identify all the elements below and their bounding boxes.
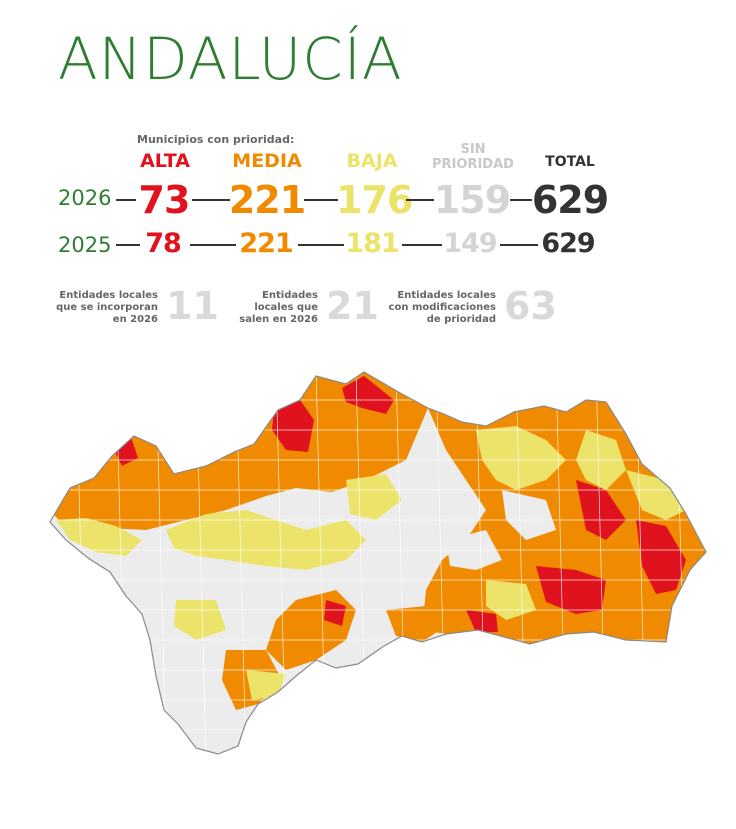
row-2026-dash — [510, 199, 532, 201]
map-region-alta-alpujarras — [536, 566, 606, 614]
entities-modified-line2: con modificaciones — [388, 302, 496, 313]
entities-leaving-value: 21 — [326, 284, 379, 328]
row-2025-sin: 149 — [443, 228, 497, 259]
entities-incorporated-line2: que se incorporan — [56, 302, 158, 313]
row-2025-dash — [116, 244, 140, 246]
map-region-sin-campina-cordoba — [376, 520, 438, 566]
row-2026-dash — [116, 199, 136, 201]
row-2026-dash — [304, 199, 338, 201]
row-2025-dash — [298, 244, 344, 246]
entities-modified-value: 63 — [504, 284, 557, 328]
year-2026-label: 2026 — [58, 186, 112, 210]
map-region-media-north-west — [50, 372, 428, 540]
map-region-baja-jaen — [476, 426, 566, 490]
entities-modified-line3: de prioridad — [426, 314, 496, 325]
header-sin-line2: PRIORIDAD — [432, 157, 514, 172]
header-sin-prioridad: SIN PRIORIDAD — [425, 143, 521, 171]
row-2026-dash — [192, 199, 230, 201]
entities-incorporated-line3: en 2026 — [112, 314, 158, 325]
entities-modified-label: Entidades locales con modificaciones de … — [380, 290, 496, 326]
row-2026-dash — [406, 199, 434, 201]
row-2025-alta: 78 — [145, 228, 182, 259]
map-region-media-axarquia — [386, 606, 446, 642]
priority-caption: Municipios con prioridad: — [137, 133, 295, 146]
map-region-alta-granada-north — [576, 480, 626, 540]
header-sin-line1: SIN — [460, 142, 486, 157]
entities-incorporated-value: 11 — [166, 284, 219, 328]
row-2025-baja: 181 — [345, 228, 399, 259]
entities-incorporated-label: Entidades locales que se incorporan en 2… — [52, 290, 158, 326]
row-2026-alta: 73 — [138, 178, 191, 222]
map-region-baja-campo-gibraltar — [246, 670, 286, 700]
row-2026-total: 629 — [531, 178, 609, 222]
row-2026-sin: 159 — [433, 178, 511, 222]
map-region-baja-sierra — [166, 510, 366, 570]
map-region-alta-malaga — [324, 600, 346, 626]
map-region-alta-cordoba-ne — [342, 376, 394, 414]
map-region-baja-almeria-north — [626, 470, 686, 520]
entities-leaving-line2: locales que — [254, 302, 318, 313]
andalucia-priority-map — [49, 371, 707, 755]
andalucia-outline — [49, 371, 707, 755]
row-2026-media: 221 — [228, 178, 306, 222]
entities-incorporated-line1: Entidades locales — [59, 290, 158, 301]
row-2025-dash — [402, 244, 442, 246]
map-region-sin-jaen — [502, 490, 556, 540]
row-2025-dash — [190, 244, 236, 246]
header-baja: BAJA — [346, 150, 398, 172]
row-2026-baja: 176 — [336, 178, 413, 222]
header-alta: ALTA — [140, 150, 190, 172]
header-media: MEDIA — [232, 150, 302, 172]
map-region-alta-costa-granada — [466, 610, 498, 632]
entities-leaving-label: Entidades locales que salen en 2026 — [232, 290, 318, 326]
entities-leaving-line1: Entidades — [262, 290, 318, 301]
map-region-alta-cordoba-north — [272, 400, 314, 452]
row-2025-dash — [500, 244, 538, 246]
entities-leaving-line3: salen en 2026 — [239, 314, 318, 325]
map-region-baja-cordoba — [346, 474, 402, 520]
map-region-alta-almeria — [636, 520, 686, 594]
page-title: ANDALUCÍA — [58, 25, 403, 93]
year-2025-label: 2025 — [58, 233, 112, 257]
header-total: TOTAL — [545, 154, 595, 170]
row-2025-total: 629 — [541, 228, 595, 259]
row-2025-media: 221 — [239, 228, 293, 259]
entities-modified-line1: Entidades locales — [397, 290, 496, 301]
